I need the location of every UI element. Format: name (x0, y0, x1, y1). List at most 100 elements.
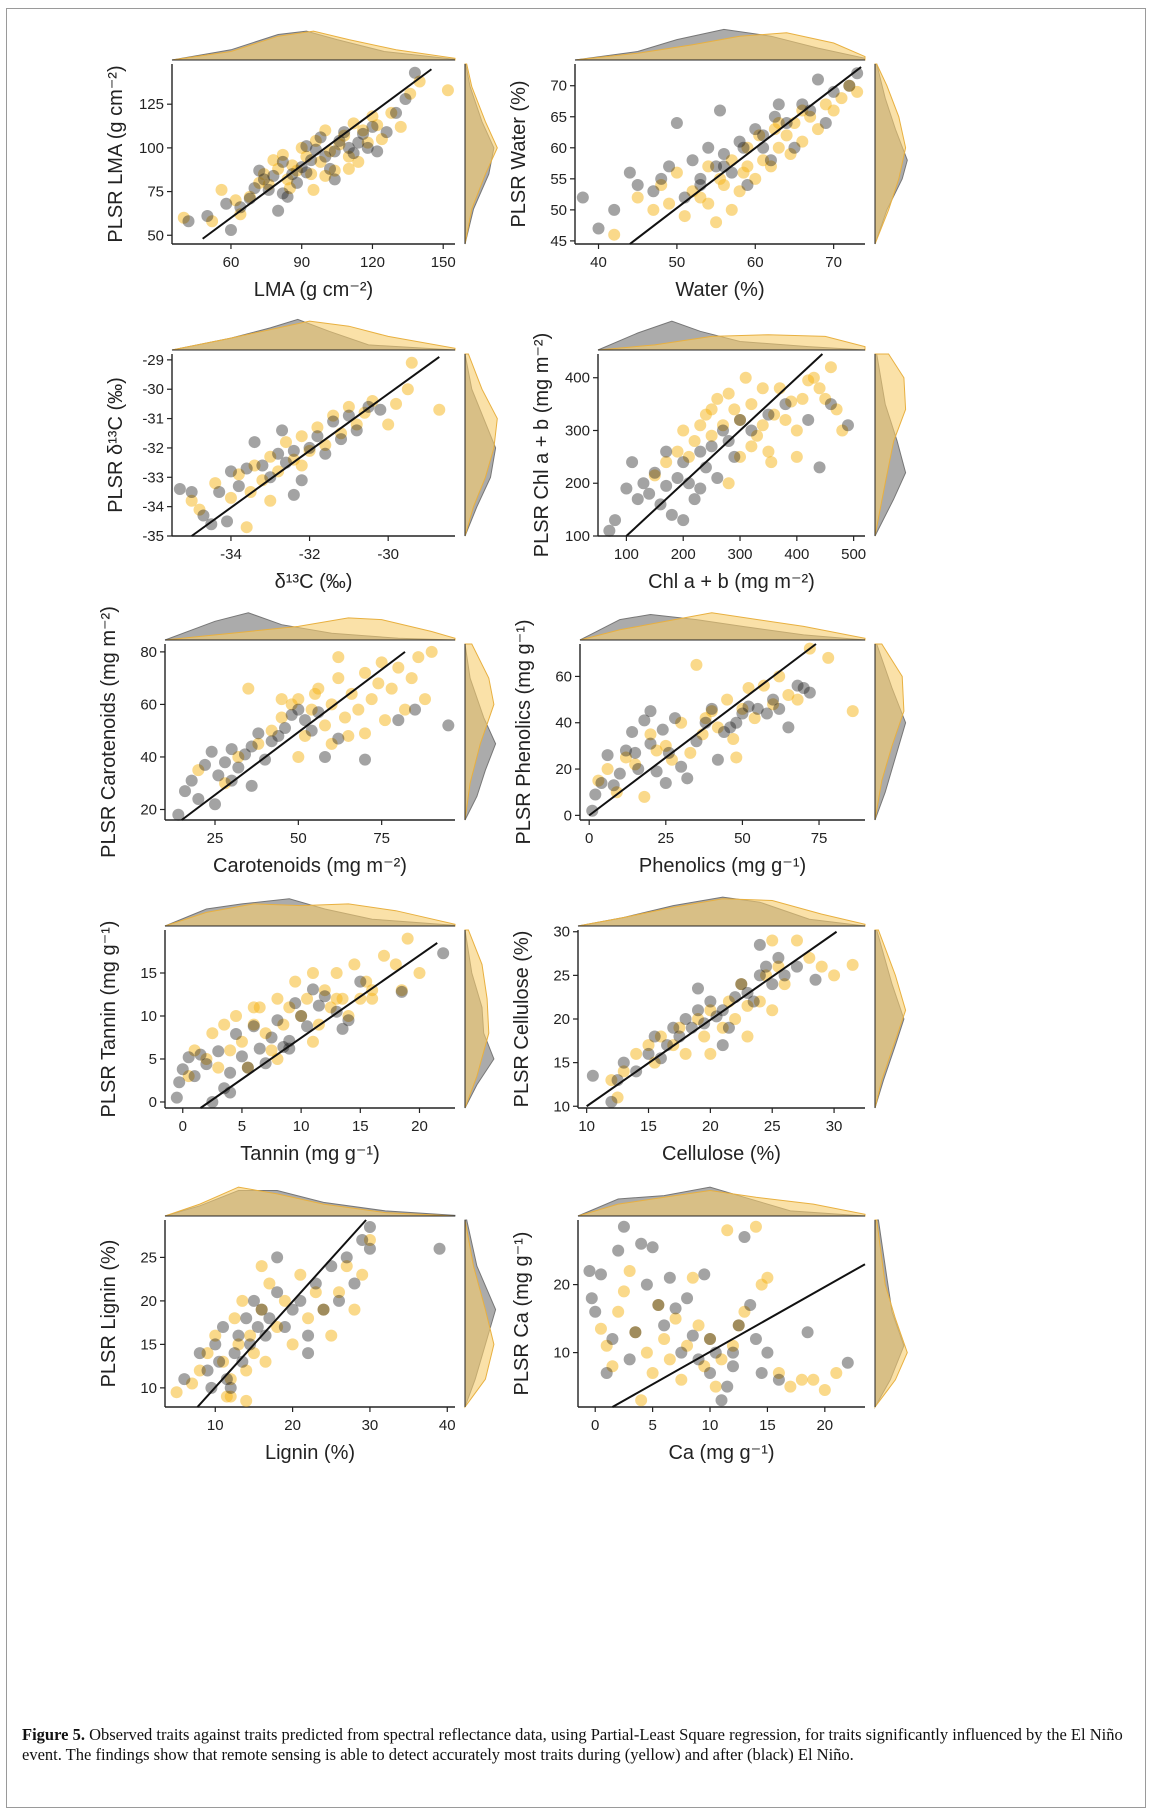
point-after (736, 707, 749, 720)
x-tick-label: 0 (585, 830, 593, 847)
point-during (790, 934, 803, 947)
point-during (704, 1333, 717, 1345)
point-after (287, 444, 300, 457)
point-during (311, 421, 324, 434)
point-after (704, 1333, 717, 1345)
point-during (294, 1268, 307, 1281)
point-after (601, 749, 614, 762)
point-after (292, 703, 305, 716)
point-during (193, 1364, 206, 1377)
point-during (342, 400, 355, 413)
point-after (247, 1020, 260, 1033)
density-right-during (874, 929, 907, 1109)
point-after (738, 1231, 751, 1243)
point-during (654, 1030, 667, 1043)
point-after (213, 485, 226, 498)
density-top-during (164, 617, 456, 641)
point-after (224, 465, 237, 478)
y-tick-label: 20 (555, 761, 572, 778)
point-during (295, 1009, 308, 1022)
point-after (212, 1045, 225, 1058)
y-tick-label: 80 (140, 644, 157, 661)
x-tick-label: 20 (411, 1118, 428, 1135)
point-after (710, 160, 723, 173)
density-top-during (171, 320, 456, 351)
point-during (688, 435, 701, 448)
point-after (201, 1364, 214, 1377)
point-during (247, 1018, 260, 1031)
point-after (333, 134, 346, 147)
point-after (592, 222, 605, 235)
point-during (201, 1347, 214, 1360)
point-during (749, 172, 762, 185)
point-during (766, 934, 779, 947)
point-during (401, 932, 414, 945)
point-during (638, 790, 651, 803)
point-after (185, 485, 198, 498)
x-tick-label: 200 (671, 546, 696, 563)
point-during (711, 392, 724, 405)
density-top-during (164, 903, 456, 927)
point-during (785, 395, 798, 408)
point-during (778, 978, 791, 991)
point-after (694, 172, 707, 185)
point-during (372, 677, 385, 690)
point-during (768, 408, 781, 421)
point-during (209, 477, 222, 490)
point-after (342, 1014, 355, 1027)
point-during (756, 382, 769, 395)
point-during (765, 456, 778, 469)
point-during (811, 123, 824, 136)
point-after (240, 1312, 253, 1325)
point-after (170, 1091, 183, 1104)
y-tick-label: 45 (550, 233, 567, 250)
point-after (363, 1220, 376, 1233)
x-axis-title: Ca (mg g⁻¹) (668, 1442, 774, 1464)
point-after (327, 415, 340, 428)
point-after (230, 1028, 243, 1041)
panel-lignin: 10 20 30 40 10 15 20 25 Lignin (%) PLSR Lignin (%… (98, 1186, 497, 1464)
point-after (623, 166, 636, 179)
point-after (212, 769, 225, 782)
point-after (276, 155, 289, 168)
point-during (780, 129, 793, 142)
point-during (629, 1326, 642, 1339)
point-during (721, 693, 734, 706)
point-during (206, 1027, 219, 1040)
point-after (272, 729, 285, 742)
x-tick-label: 75 (811, 830, 828, 847)
point-during (352, 155, 365, 168)
y-tick-label: 15 (553, 1055, 570, 1072)
point-during (795, 1373, 808, 1386)
y-axis-title: PLSR Lignin (%) (98, 1240, 120, 1388)
point-during (441, 84, 454, 97)
point-during (734, 450, 747, 463)
point-during (375, 133, 388, 146)
point-after (220, 197, 233, 210)
point-during (726, 1339, 739, 1352)
point-during (232, 750, 245, 763)
density-top-during (597, 334, 866, 351)
point-during (299, 729, 311, 742)
point-during (332, 651, 345, 664)
point-during (642, 1039, 655, 1052)
point-after (300, 166, 313, 179)
point-after (209, 798, 221, 811)
point-after (606, 1333, 619, 1345)
point-during (354, 992, 367, 1005)
point-during (669, 1312, 682, 1325)
point-after (241, 1061, 254, 1074)
x-tick-label: 10 (293, 1118, 310, 1135)
point-after (782, 721, 795, 734)
point-during (324, 1001, 337, 1014)
point-after (681, 1292, 694, 1305)
point-after (279, 722, 291, 735)
point-after (295, 474, 308, 487)
point-after (721, 1380, 734, 1393)
point-during (333, 1286, 345, 1299)
point-after (841, 1356, 854, 1369)
point-during (283, 1001, 296, 1014)
point-during (827, 104, 840, 117)
point-during (677, 424, 690, 437)
point-after (772, 1373, 785, 1386)
